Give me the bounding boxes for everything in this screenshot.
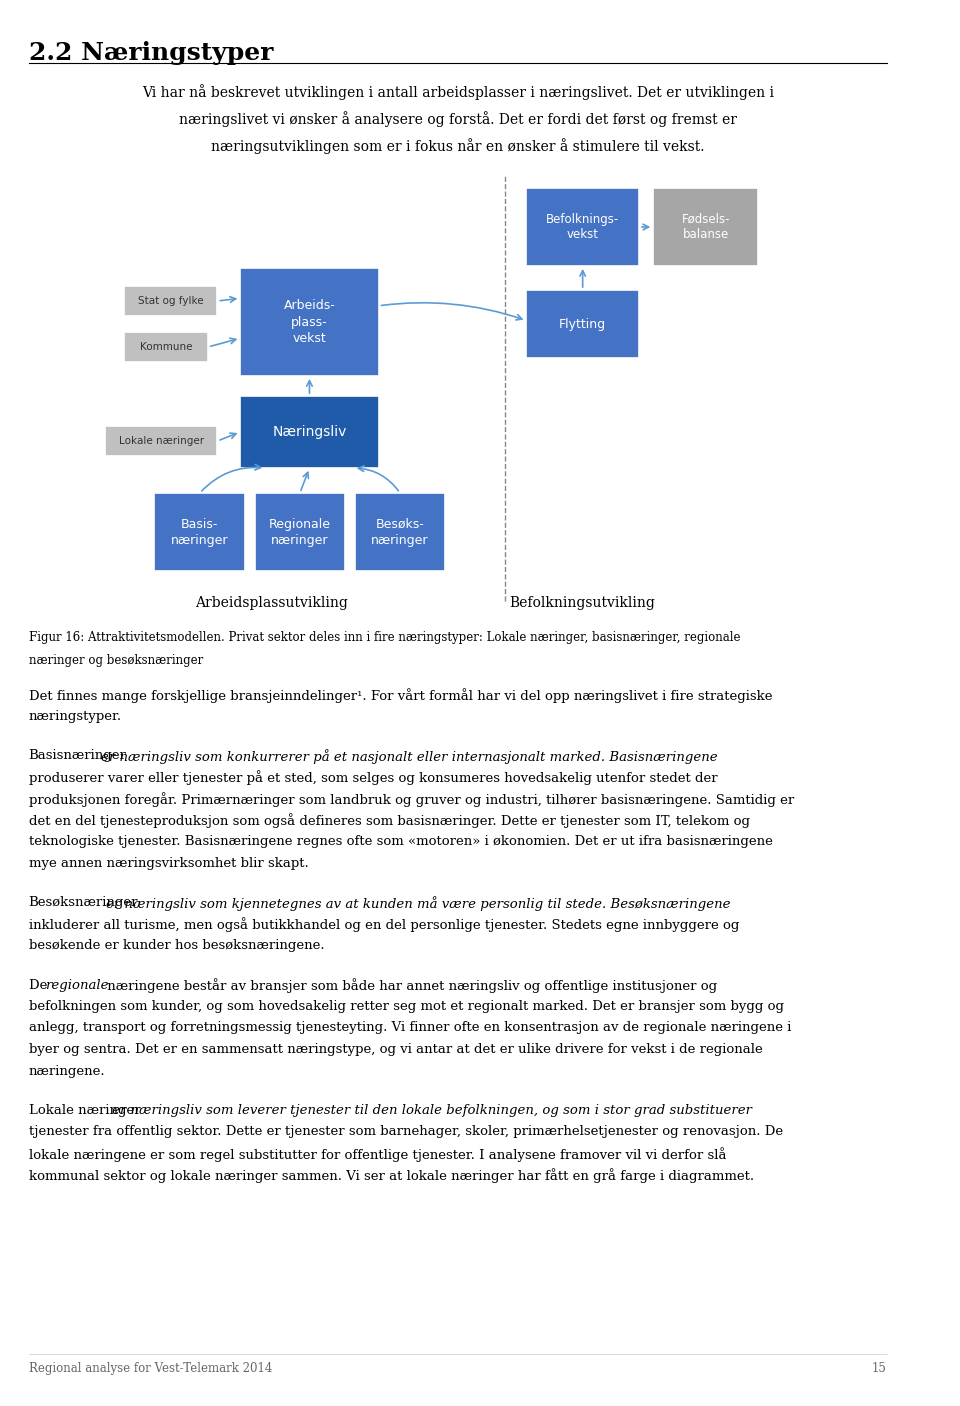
Text: er næringsliv som leverer tjenester til den lokale befolkningen, og som i stor g: er næringsliv som leverer tjenester til … bbox=[111, 1104, 752, 1116]
Text: teknologiske tjenester. Basisnæringene regnes ofte som «motoren» i økonomien. De: teknologiske tjenester. Basisnæringene r… bbox=[29, 835, 773, 848]
Text: 15: 15 bbox=[872, 1362, 887, 1375]
Text: Arbeidsplassvekst
vekst: Arbeidsplassvekst vekst bbox=[252, 308, 366, 336]
Text: Besøks-
næringer: Besøks- næringer bbox=[372, 517, 429, 547]
Text: Kommune: Kommune bbox=[140, 342, 192, 352]
FancyBboxPatch shape bbox=[155, 494, 245, 571]
Text: Besøksnæringer: Besøksnæringer bbox=[29, 896, 138, 910]
Text: Lokale næringer: Lokale næringer bbox=[29, 1104, 140, 1116]
Text: produserer varer eller tjenester på et sted, som selges og konsumeres hovedsakel: produserer varer eller tjenester på et s… bbox=[29, 770, 717, 786]
Text: tjenester fra offentlig sektor. Dette er tjenester som barnehager, skoler, primæ: tjenester fra offentlig sektor. Dette er… bbox=[29, 1125, 782, 1139]
Text: inkluderer all turisme, men også butikkhandel og en del personlige tjenester. St: inkluderer all turisme, men også butikkh… bbox=[29, 918, 739, 932]
Text: Befolkningsutvikling: Befolkningsutvikling bbox=[509, 596, 655, 610]
Text: næringene.: næringene. bbox=[29, 1064, 106, 1077]
Text: Figur 16: Attraktivitetsmodellen. Privat sektor deles inn i fire næringstyper: L: Figur 16: Attraktivitetsmodellen. Privat… bbox=[29, 631, 740, 644]
Text: kommunal sektor og lokale næringer sammen. Vi ser at lokale næringer har fått en: kommunal sektor og lokale næringer samme… bbox=[29, 1168, 754, 1184]
Text: Regional analyse for Vest-Telemark 2014: Regional analyse for Vest-Telemark 2014 bbox=[29, 1362, 272, 1375]
FancyBboxPatch shape bbox=[653, 188, 758, 266]
FancyBboxPatch shape bbox=[254, 494, 346, 571]
Text: Det finnes mange forskjellige bransjeinndelinger¹. For vårt formål har vi del op: Det finnes mange forskjellige bransjeinn… bbox=[29, 688, 772, 703]
Text: besøkende er kunder hos besøksnæringene.: besøkende er kunder hos besøksnæringene. bbox=[29, 939, 324, 952]
Text: regionale: regionale bbox=[45, 979, 108, 991]
Text: næringsutviklingen som er i fokus når en ønsker å stimulere til vekst.: næringsutviklingen som er i fokus når en… bbox=[211, 138, 705, 153]
FancyBboxPatch shape bbox=[355, 494, 445, 571]
Text: næringer og besøksnæringer: næringer og besøksnæringer bbox=[29, 654, 203, 666]
FancyBboxPatch shape bbox=[105, 426, 217, 456]
Text: næringslivet vi ønsker å analysere og forstå. Det er fordi det først og fremst e: næringslivet vi ønsker å analysere og fo… bbox=[179, 111, 736, 127]
FancyBboxPatch shape bbox=[526, 188, 639, 266]
Text: Basisnæringer: Basisnæringer bbox=[29, 749, 127, 762]
Text: næringstyper.: næringstyper. bbox=[29, 710, 122, 723]
FancyBboxPatch shape bbox=[240, 396, 378, 468]
Text: Lokale næringer: Lokale næringer bbox=[119, 436, 204, 446]
Text: mye annen næringsvirksomhet blir skapt.: mye annen næringsvirksomhet blir skapt. bbox=[29, 856, 308, 869]
Text: produksjonen foregår. Primærnæringer som landbruk og gruver og industri, tilhøre: produksjonen foregår. Primærnæringer som… bbox=[29, 792, 794, 807]
Text: Arbeidsplassutvikling: Arbeidsplassutvikling bbox=[195, 596, 348, 610]
Text: byer og sentra. Det er en sammensatt næringstype, og vi antar at det er ulike dr: byer og sentra. Det er en sammensatt nær… bbox=[29, 1043, 762, 1056]
Text: er næringsliv som konkurrerer på et nasjonalt eller internasjonalt marked. Basis: er næringsliv som konkurrerer på et nasj… bbox=[101, 749, 717, 763]
Text: Stat og fylke: Stat og fylke bbox=[138, 297, 204, 307]
FancyBboxPatch shape bbox=[124, 285, 217, 316]
Text: Vi har nå beskrevet utviklingen i antall arbeidsplasser i næringslivet. Det er u: Vi har nå beskrevet utviklingen i antall… bbox=[142, 84, 774, 100]
Text: Fødsels-
balanse: Fødsels- balanse bbox=[682, 212, 730, 242]
FancyBboxPatch shape bbox=[526, 290, 639, 359]
Text: lokale næringene er som regel substitutter for offentlige tjenester. I analysene: lokale næringene er som regel substitutt… bbox=[29, 1147, 726, 1161]
Text: Regionale
næringer: Regionale næringer bbox=[269, 517, 331, 547]
Text: De: De bbox=[29, 979, 51, 991]
Text: Arbeids-
plass-
vekst: Arbeids- plass- vekst bbox=[283, 299, 335, 344]
Text: Flytting: Flytting bbox=[559, 318, 607, 330]
FancyBboxPatch shape bbox=[124, 332, 208, 361]
Text: næringene består av bransjer som både har annet næringsliv og offentlige institu: næringene består av bransjer som både ha… bbox=[103, 979, 717, 994]
Text: Basis-
næringer: Basis- næringer bbox=[171, 517, 228, 547]
Text: det en del tjenesteproduksjon som også defineres som basisnæringer. Dette er tje: det en del tjenesteproduksjon som også d… bbox=[29, 814, 750, 828]
Text: 2.2 Næringstyper: 2.2 Næringstyper bbox=[29, 41, 273, 65]
Text: befolkningen som kunder, og som hovedsakelig retter seg mot et regionalt marked.: befolkningen som kunder, og som hovedsak… bbox=[29, 1000, 783, 1012]
Text: Befolknings-
vekst: Befolknings- vekst bbox=[546, 212, 619, 242]
Text: anlegg, transport og forretningsmessig tjenesteyting. Vi finner ofte en konsentr: anlegg, transport og forretningsmessig t… bbox=[29, 1022, 791, 1035]
FancyBboxPatch shape bbox=[240, 269, 378, 375]
Text: Næringsliv: Næringsliv bbox=[273, 425, 347, 439]
FancyBboxPatch shape bbox=[240, 269, 378, 375]
Text: er næringsliv som kjennetegnes av at kunden må være personlig til stede. Besøksn: er næringsliv som kjennetegnes av at kun… bbox=[106, 896, 731, 911]
